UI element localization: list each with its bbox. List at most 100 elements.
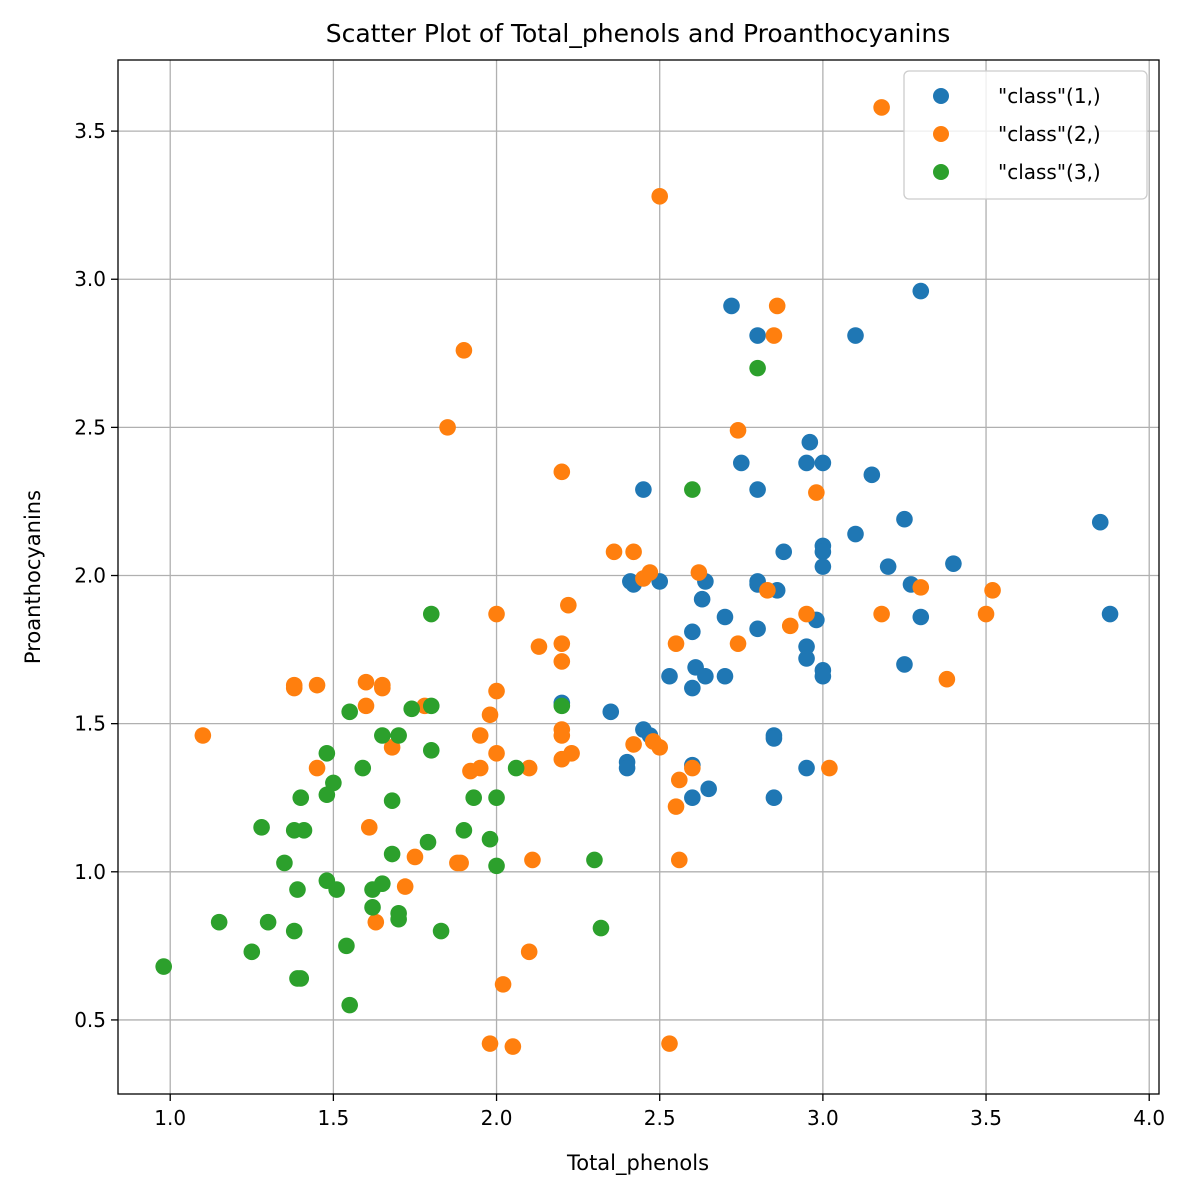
data-point-class-2 — [488, 744, 505, 762]
x-tick-label: 3.5 — [970, 1106, 1002, 1130]
data-point-class-2 — [494, 976, 512, 993]
data-point-class-3 — [338, 937, 355, 955]
data-point-class-3 — [374, 727, 391, 744]
data-point-class-2 — [520, 759, 538, 777]
data-point-class-1 — [618, 759, 636, 777]
data-point-class-2 — [308, 759, 326, 777]
data-point-class-2 — [481, 706, 499, 724]
data-point-class-1 — [814, 667, 832, 685]
data-point-class-3 — [292, 789, 310, 807]
data-point-class-1 — [602, 703, 620, 721]
data-point-class-3 — [481, 830, 499, 848]
legend-marker-class-1 — [933, 88, 949, 104]
y-axis-label: Proanthocyanins — [21, 490, 45, 664]
data-point-class-2 — [651, 187, 669, 205]
data-point-class-1 — [732, 454, 750, 472]
data-point-class-1 — [879, 558, 897, 575]
data-point-class-3 — [419, 833, 437, 851]
data-point-class-1 — [945, 555, 962, 572]
data-point-class-1 — [798, 638, 815, 655]
data-point-class-2 — [798, 605, 815, 623]
data-point-class-1 — [912, 608, 930, 626]
data-point-class-2 — [530, 638, 548, 655]
data-point-class-2 — [455, 342, 473, 359]
data-point-class-2 — [439, 419, 456, 436]
data-point-class-2 — [524, 851, 541, 869]
data-point-class-3 — [422, 697, 440, 715]
data-point-class-2 — [625, 543, 642, 561]
x-tick-label: 2.5 — [644, 1106, 676, 1130]
axis-ticks: 1.0 1.5 2.0 2.5 3.0 3.5 4.0 0.5 1.0 1.5 2.0 2.5 3.0 3… — [74, 119, 1165, 1130]
data-point-class-1 — [693, 590, 711, 608]
data-point-class-3 — [507, 759, 525, 777]
data-point-class-2 — [553, 727, 571, 744]
data-point-class-1 — [801, 433, 819, 451]
data-point-class-3 — [586, 851, 603, 869]
data-point-class-2 — [462, 762, 479, 780]
data-point-class-2 — [605, 543, 623, 561]
data-point-class-2 — [873, 605, 890, 623]
data-point-class-2 — [553, 635, 571, 652]
y-tick-label: 2.0 — [74, 564, 106, 588]
data-point-class-3 — [243, 943, 261, 961]
data-point-class-3 — [390, 727, 407, 744]
data-point-class-3 — [341, 996, 358, 1014]
data-point-class-1 — [1091, 513, 1109, 531]
data-point-class-2 — [520, 943, 538, 961]
data-point-class-2 — [768, 297, 786, 315]
data-point-class-2 — [984, 582, 1001, 599]
data-point-class-1 — [684, 679, 701, 697]
data-point-class-3 — [383, 845, 401, 863]
data-point-class-3 — [155, 958, 172, 975]
data-point-class-3 — [285, 922, 303, 940]
data-point-class-1 — [814, 543, 832, 561]
data-point-class-3 — [553, 697, 571, 715]
data-point-class-3 — [354, 759, 372, 777]
data-point-class-2 — [360, 819, 378, 836]
data-point-class-1 — [716, 608, 734, 626]
data-point-class-2 — [553, 653, 571, 670]
y-tick-label: 3.0 — [74, 267, 106, 291]
data-point-class-3 — [276, 854, 293, 872]
data-point-class-3 — [455, 822, 473, 839]
data-point-class-1 — [798, 759, 815, 777]
data-point-class-1 — [896, 656, 913, 673]
data-point-class-3 — [422, 742, 440, 759]
data-point-class-3 — [318, 786, 336, 804]
data-point-class-1 — [723, 297, 740, 315]
data-point-class-2 — [194, 727, 212, 744]
data-point-class-2 — [781, 617, 799, 635]
chart-title: Scatter Plot of Total_phenols and Proant… — [326, 19, 951, 48]
legend-label-class-1: "class"(1,) — [998, 84, 1101, 108]
data-point-class-2 — [765, 327, 783, 344]
data-point-class-2 — [471, 727, 489, 744]
legend-label-class-3: "class"(3,) — [998, 160, 1101, 184]
data-point-class-1 — [863, 466, 881, 484]
data-point-class-3 — [592, 919, 610, 937]
data-point-class-1 — [847, 525, 864, 543]
data-point-class-3 — [295, 822, 313, 839]
data-point-class-3 — [328, 881, 345, 898]
data-point-class-2 — [488, 605, 505, 623]
data-point-class-3 — [341, 703, 358, 721]
data-point-class-1 — [749, 327, 766, 344]
x-tick-label: 2.0 — [481, 1106, 513, 1130]
data-point-class-2 — [912, 579, 930, 596]
data-point-class-2 — [367, 913, 385, 931]
data-point-class-3 — [292, 970, 310, 987]
data-point-class-2 — [651, 739, 669, 756]
data-point-class-2 — [729, 635, 747, 652]
data-point-class-1 — [912, 282, 930, 300]
y-tick-label: 2.5 — [74, 415, 106, 439]
data-point-class-2 — [635, 570, 652, 587]
data-point-class-2 — [406, 848, 424, 866]
data-points — [155, 99, 1119, 1055]
data-point-class-1 — [661, 667, 678, 685]
data-point-class-2 — [670, 771, 688, 789]
data-point-class-2 — [488, 682, 505, 700]
y-tick-label: 3.5 — [74, 119, 106, 143]
data-point-class-3 — [259, 913, 277, 931]
legend: "class"(1,) "class"(2,) "class"(3,) — [903, 70, 1148, 200]
